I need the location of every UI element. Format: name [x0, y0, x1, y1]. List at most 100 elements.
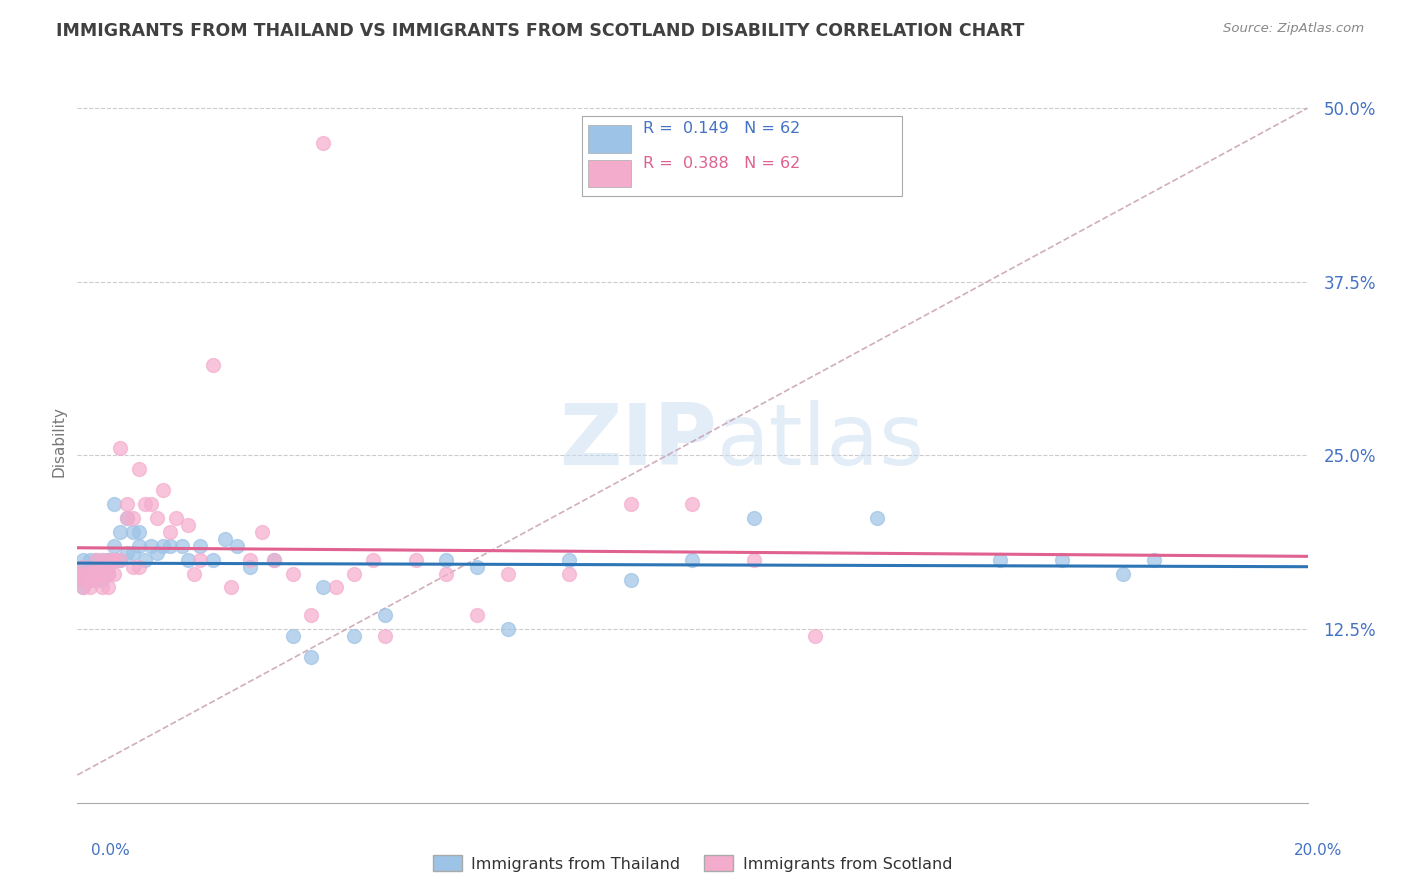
- Point: [121, 511, 143, 525]
- Point: [177, 517, 200, 532]
- Point: [299, 649, 322, 664]
- Point: [115, 546, 138, 560]
- Point: [79, 566, 101, 581]
- Point: [325, 581, 347, 595]
- Point: [115, 511, 138, 525]
- Point: [134, 497, 156, 511]
- Point: [84, 574, 107, 588]
- Point: [436, 552, 458, 566]
- Point: [281, 566, 304, 581]
- Point: [128, 539, 150, 553]
- Point: [72, 581, 94, 595]
- Point: [988, 552, 1011, 566]
- Point: [152, 483, 174, 498]
- Point: [97, 552, 120, 566]
- Point: [110, 552, 132, 566]
- Point: [742, 552, 765, 566]
- Point: [804, 629, 827, 643]
- Text: 20.0%: 20.0%: [1295, 843, 1343, 858]
- Point: [79, 566, 101, 581]
- Point: [103, 552, 125, 566]
- Point: [263, 552, 285, 566]
- Point: [90, 566, 114, 581]
- Point: [558, 552, 581, 566]
- Point: [90, 581, 114, 595]
- Point: [496, 622, 519, 636]
- Point: [682, 497, 704, 511]
- Point: [188, 552, 212, 566]
- Point: [141, 539, 163, 553]
- Point: [128, 462, 150, 476]
- Point: [90, 552, 114, 566]
- Point: [214, 532, 236, 546]
- Point: [72, 552, 94, 566]
- Point: [1112, 566, 1135, 581]
- Point: [128, 559, 150, 574]
- Point: [558, 566, 581, 581]
- Point: [90, 552, 114, 566]
- Text: 0.0%: 0.0%: [91, 843, 131, 858]
- Point: [97, 581, 120, 595]
- Point: [79, 566, 101, 581]
- Point: [84, 566, 107, 581]
- Point: [84, 559, 107, 574]
- Point: [103, 497, 125, 511]
- Point: [146, 511, 169, 525]
- Point: [97, 552, 120, 566]
- Text: atlas: atlas: [717, 400, 925, 483]
- FancyBboxPatch shape: [582, 117, 901, 196]
- Point: [72, 559, 94, 574]
- Point: [90, 559, 114, 574]
- Point: [97, 566, 120, 581]
- Point: [110, 524, 132, 539]
- Point: [620, 574, 643, 588]
- Point: [201, 358, 224, 372]
- Point: [159, 539, 181, 553]
- Point: [465, 559, 488, 574]
- Point: [146, 546, 169, 560]
- Point: [620, 497, 643, 511]
- Text: R =  0.388   N = 62: R = 0.388 N = 62: [644, 156, 800, 171]
- Point: [115, 511, 138, 525]
- Point: [97, 566, 120, 581]
- Point: [79, 581, 101, 595]
- Point: [110, 552, 132, 566]
- Point: [201, 552, 224, 566]
- Legend: Immigrants from Thailand, Immigrants from Scotland: Immigrants from Thailand, Immigrants fro…: [426, 848, 959, 878]
- Point: [90, 566, 114, 581]
- Point: [103, 552, 125, 566]
- Point: [84, 559, 107, 574]
- Point: [343, 566, 366, 581]
- Point: [128, 524, 150, 539]
- Point: [1050, 552, 1073, 566]
- Point: [152, 539, 174, 553]
- Point: [134, 552, 156, 566]
- Point: [66, 566, 89, 581]
- Point: [90, 566, 114, 581]
- Point: [159, 524, 181, 539]
- Point: [188, 539, 212, 553]
- Point: [263, 552, 285, 566]
- Point: [115, 497, 138, 511]
- Point: [97, 559, 120, 574]
- Point: [1143, 552, 1166, 566]
- Text: R =  0.149   N = 62: R = 0.149 N = 62: [644, 121, 800, 136]
- Point: [682, 552, 704, 566]
- Point: [866, 511, 889, 525]
- Point: [103, 539, 125, 553]
- Point: [165, 511, 187, 525]
- Point: [97, 566, 120, 581]
- Point: [496, 566, 519, 581]
- Point: [177, 552, 200, 566]
- Text: ZIP: ZIP: [560, 400, 717, 483]
- Point: [110, 442, 132, 456]
- Point: [79, 552, 101, 566]
- Y-axis label: Disability: Disability: [51, 406, 66, 477]
- Point: [72, 574, 94, 588]
- Point: [374, 608, 396, 623]
- Point: [79, 574, 101, 588]
- Point: [436, 566, 458, 581]
- Point: [226, 539, 249, 553]
- Point: [72, 581, 94, 595]
- Point: [239, 559, 262, 574]
